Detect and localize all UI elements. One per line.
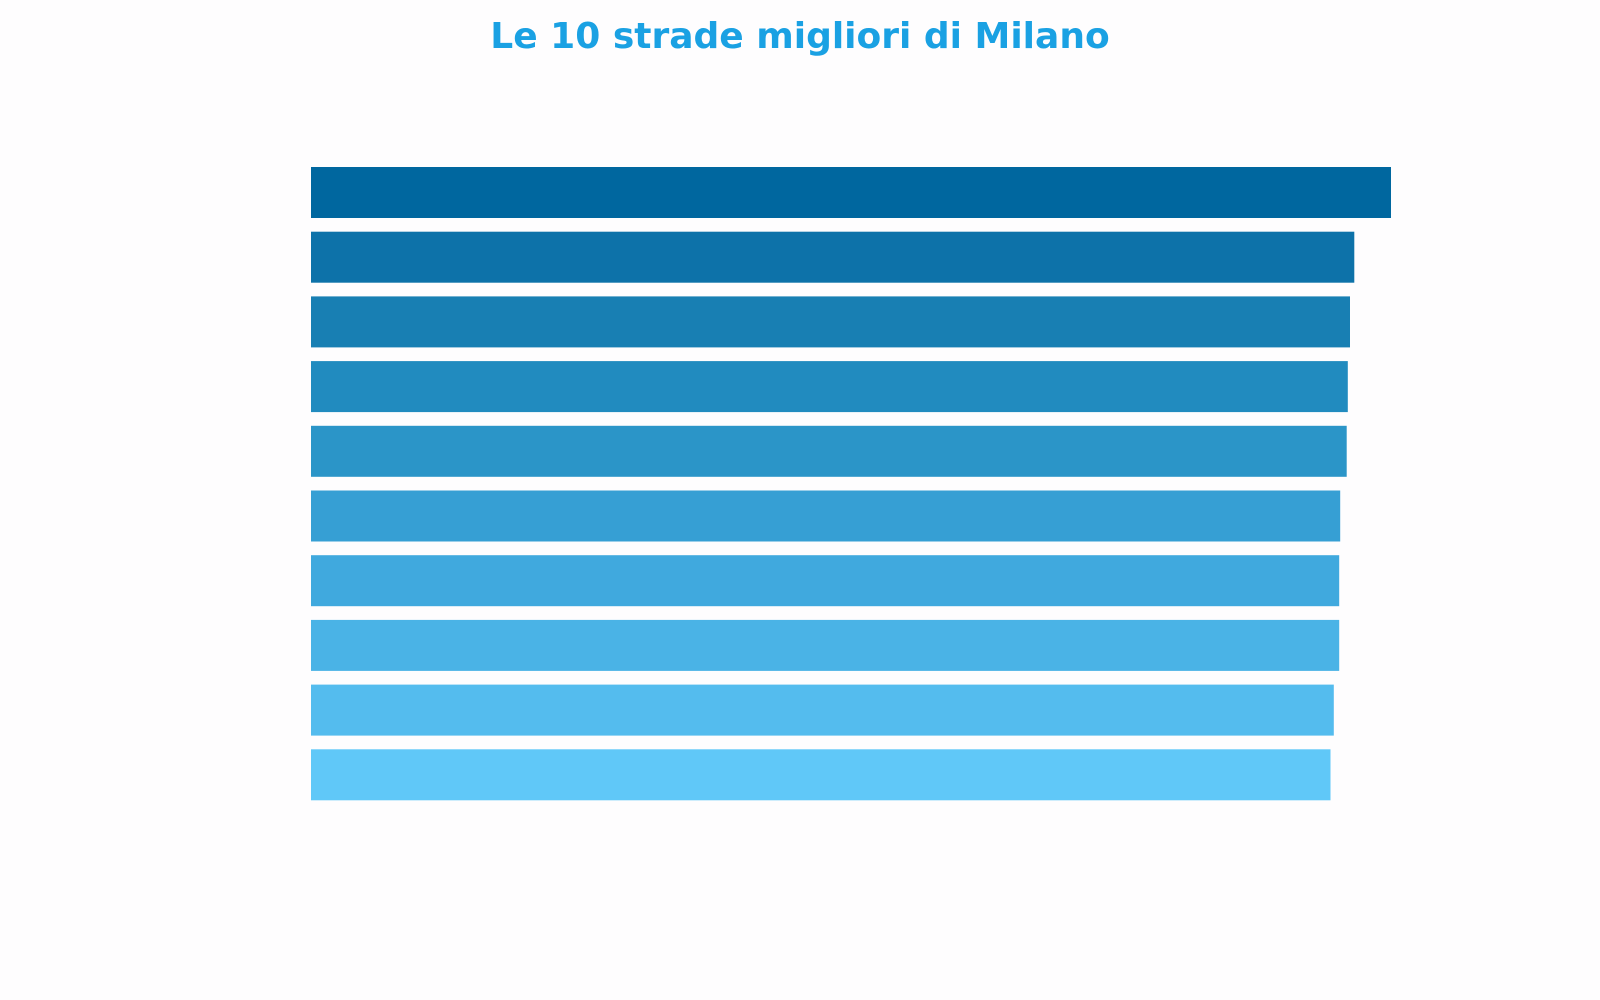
- bar-6: [311, 490, 1341, 542]
- bars-group: [311, 167, 1391, 801]
- bar-1: [311, 167, 1391, 218]
- bar-5: [311, 425, 1347, 477]
- chart-title: Le 10 strade migliori di Milano: [490, 16, 1110, 57]
- bar-2: [311, 231, 1355, 283]
- bar-4: [311, 361, 1348, 413]
- bar-3: [311, 296, 1350, 348]
- bar-10: [311, 749, 1331, 801]
- bar-8: [311, 619, 1340, 671]
- bar-7: [311, 555, 1340, 607]
- bar-9: [311, 684, 1334, 736]
